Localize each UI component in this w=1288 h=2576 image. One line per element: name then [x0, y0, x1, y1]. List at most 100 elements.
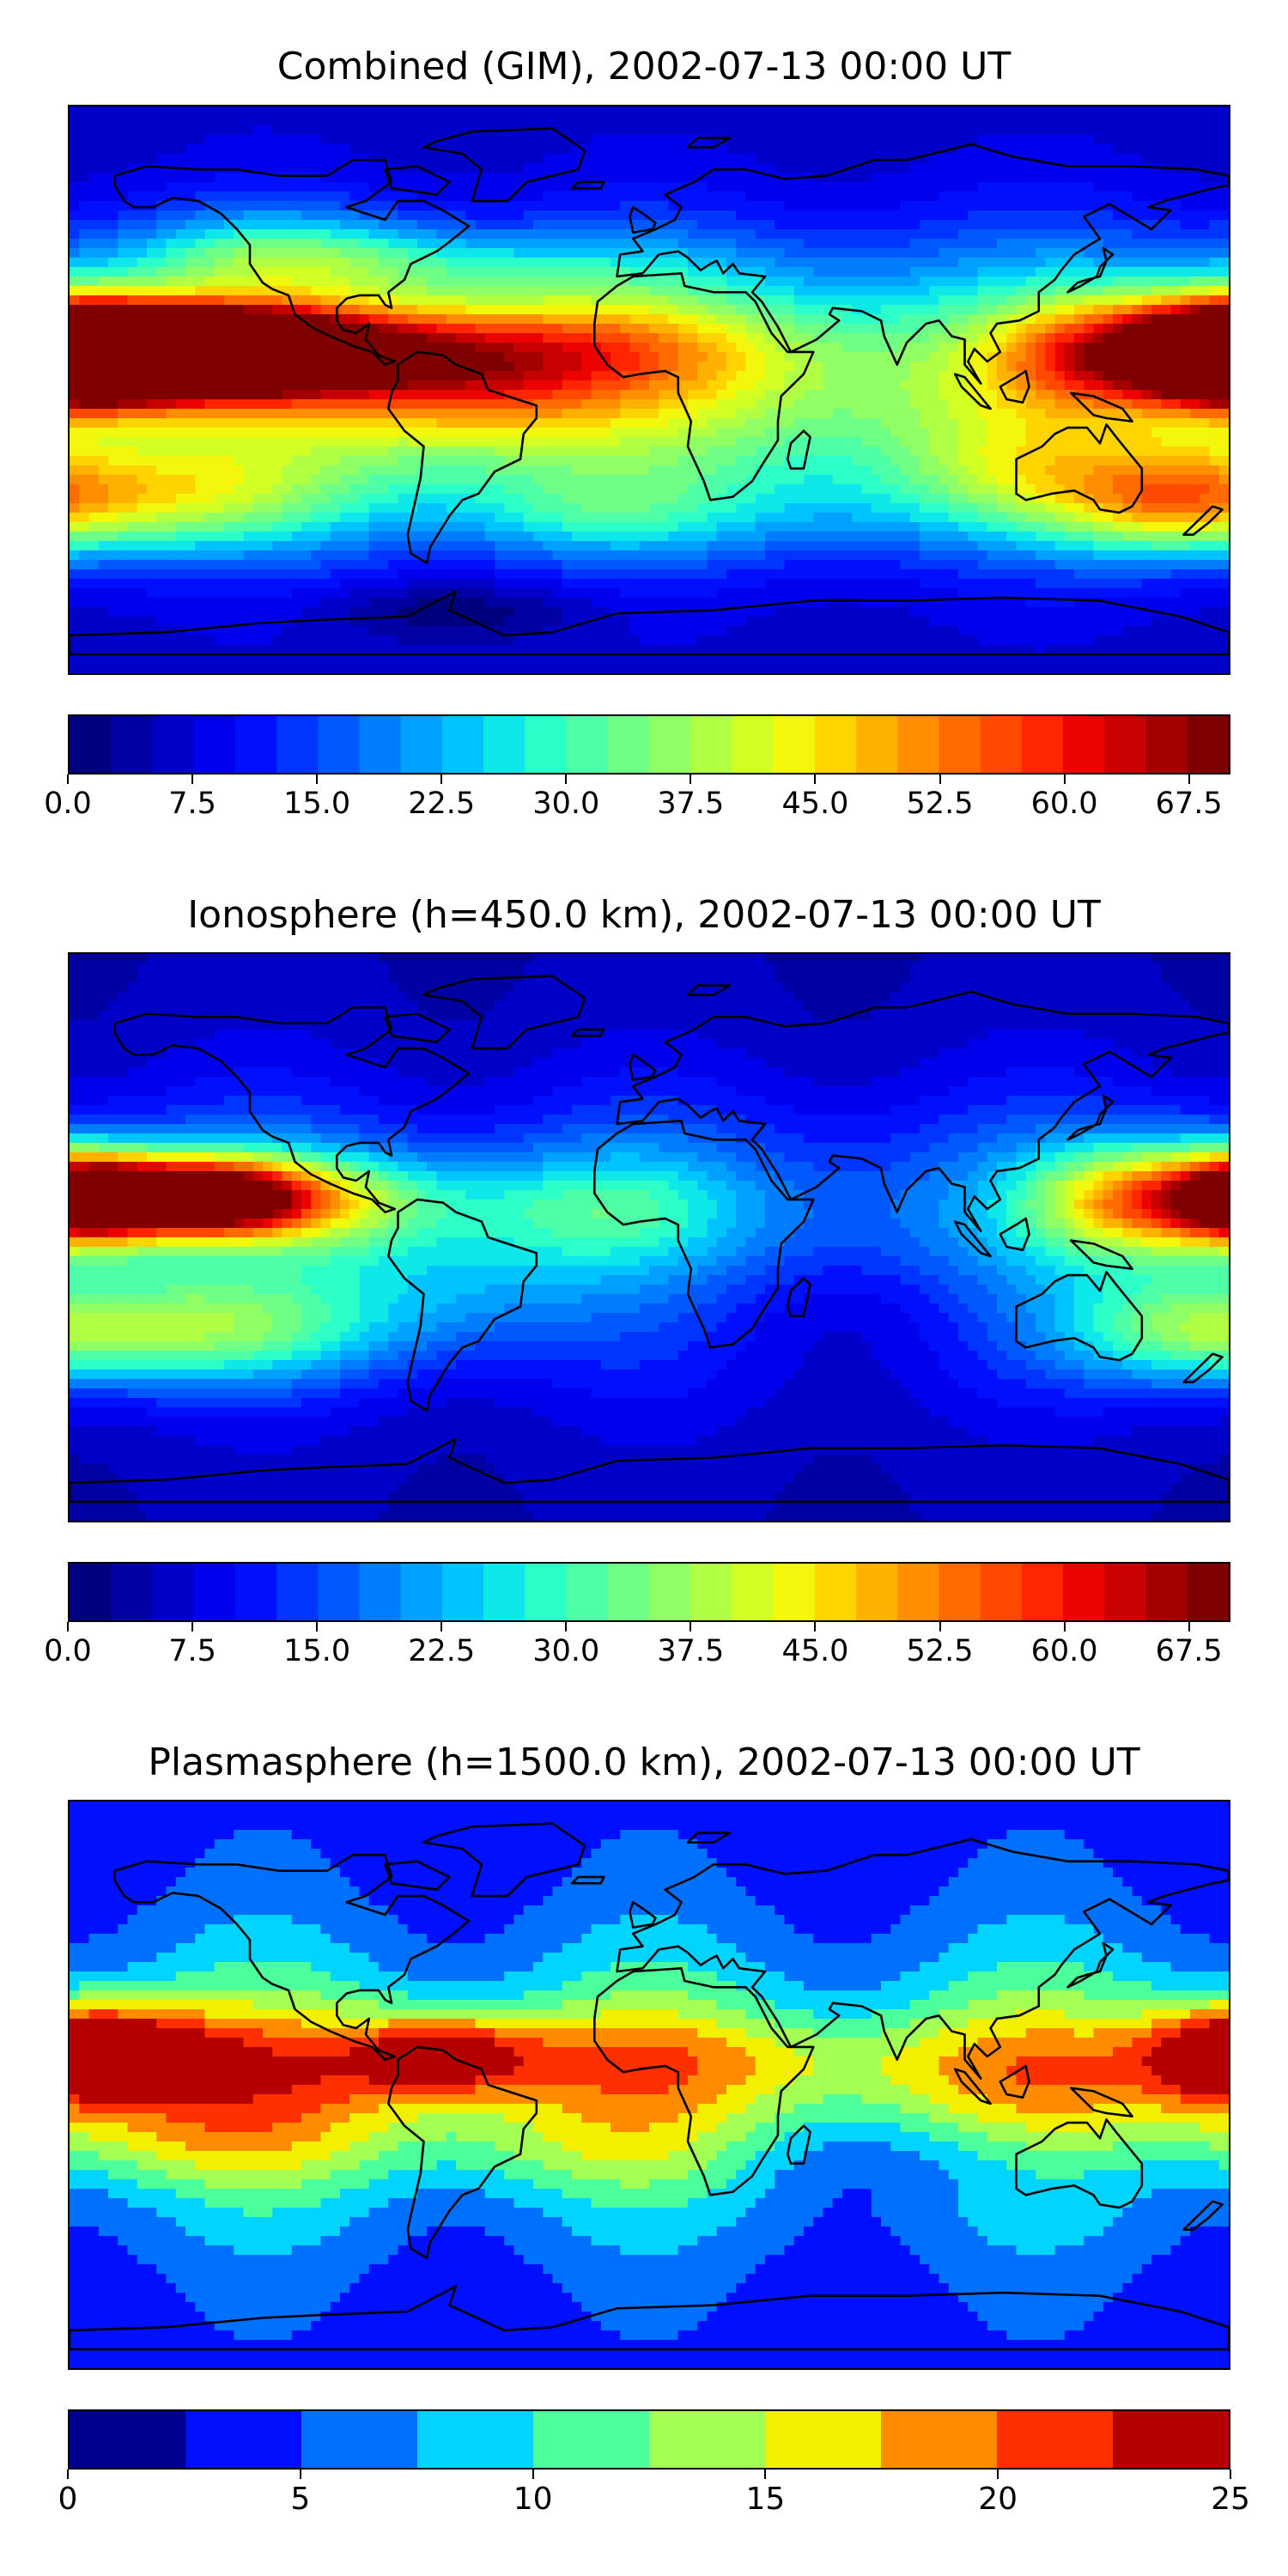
field-cell: [968, 248, 979, 258]
field-cell: [639, 447, 650, 457]
field-cell: [823, 475, 834, 485]
field-cell: [775, 144, 786, 155]
field-cell: [359, 191, 370, 202]
field-cell: [1190, 210, 1200, 221]
field-cell: [107, 333, 118, 343]
field-cell: [765, 399, 775, 410]
field-cell: [291, 305, 302, 315]
field-cell: [195, 116, 206, 126]
field-cell: [939, 484, 950, 495]
field-cell: [359, 351, 370, 362]
field-cell: [562, 314, 573, 325]
field-cell: [784, 351, 795, 362]
field-cell: [185, 428, 196, 438]
field-cell: [339, 475, 350, 485]
field-cell: [388, 447, 399, 457]
field-cell: [137, 266, 148, 277]
field-cell: [649, 295, 659, 306]
field-cell: [436, 286, 447, 296]
field-cell: [997, 106, 1007, 117]
field-cell: [639, 163, 650, 173]
field-cell: [861, 305, 872, 315]
field-cell: [330, 173, 341, 183]
field-cell: [214, 361, 225, 372]
field-cell: [919, 436, 930, 447]
field-cell: [997, 333, 1007, 343]
field-cell: [600, 286, 611, 296]
field-cell: [1209, 484, 1220, 495]
field-cell: [1141, 258, 1152, 268]
field-cell: [755, 181, 766, 192]
field-cell: [687, 305, 698, 315]
field-cell: [581, 173, 592, 183]
field-cell: [1209, 153, 1220, 164]
field-cell: [1035, 351, 1046, 362]
field-cell: [813, 428, 824, 438]
field-cell: [436, 229, 447, 240]
field-cell: [659, 380, 670, 391]
field-cell: [495, 456, 505, 466]
field-cell: [147, 238, 157, 249]
field-cell: [446, 380, 457, 391]
field-cell: [1016, 333, 1027, 343]
field-cell: [890, 181, 902, 192]
field-cell: [1006, 266, 1018, 277]
field-cell: [823, 456, 834, 466]
field-cell: [359, 248, 370, 258]
field-cell: [1141, 135, 1152, 145]
field-cell: [1170, 173, 1182, 183]
field-cell: [929, 258, 940, 268]
field-cell: [379, 258, 389, 268]
field-cell: [1218, 163, 1229, 173]
field-cell: [813, 399, 824, 410]
field-cell: [1006, 144, 1018, 155]
field-cell: [611, 144, 621, 155]
field-cell: [523, 361, 534, 372]
field-cell: [716, 153, 727, 164]
field-cell: [1074, 248, 1084, 258]
field-cell: [919, 144, 930, 155]
field-cell: [475, 447, 486, 457]
field-cell: [939, 380, 950, 391]
field-cell: [398, 191, 409, 202]
field-cell: [581, 380, 592, 391]
field-cell: [388, 484, 399, 495]
field-cell: [687, 361, 698, 372]
field-cell: [1025, 361, 1036, 372]
field-cell: [282, 447, 293, 457]
field-cell: [195, 333, 206, 343]
field-cell: [223, 333, 234, 343]
field-cell: [697, 399, 708, 410]
field-cell: [1200, 380, 1211, 391]
field-cell: [166, 258, 177, 268]
field-cell: [600, 295, 611, 306]
field-cell: [716, 286, 727, 296]
field-cell: [263, 266, 273, 277]
field-cell: [659, 191, 670, 202]
field-cell: [1161, 408, 1172, 419]
field-cell: [407, 484, 418, 495]
field-cell: [407, 286, 418, 296]
field-cell: [581, 390, 592, 400]
field-cell: [1122, 399, 1133, 410]
field-cell: [1190, 343, 1200, 353]
field-cell: [687, 399, 698, 410]
field-cell: [533, 436, 544, 447]
field-cell: [745, 220, 756, 230]
field-cell: [707, 418, 718, 428]
field-cell: [611, 361, 621, 372]
field-cell: [611, 248, 621, 258]
field-cell: [1180, 286, 1191, 296]
field-cell: [1132, 295, 1143, 306]
field-cell: [79, 465, 90, 476]
field-cell: [175, 144, 186, 155]
field-cell: [871, 106, 882, 117]
field-cell: [775, 475, 786, 485]
field-cell: [282, 248, 293, 258]
field-cell: [919, 418, 930, 428]
field-cell: [446, 135, 457, 145]
field-cell: [1218, 266, 1229, 277]
field-cell: [407, 418, 418, 428]
field-cell: [620, 181, 631, 192]
field-cell: [98, 276, 109, 287]
